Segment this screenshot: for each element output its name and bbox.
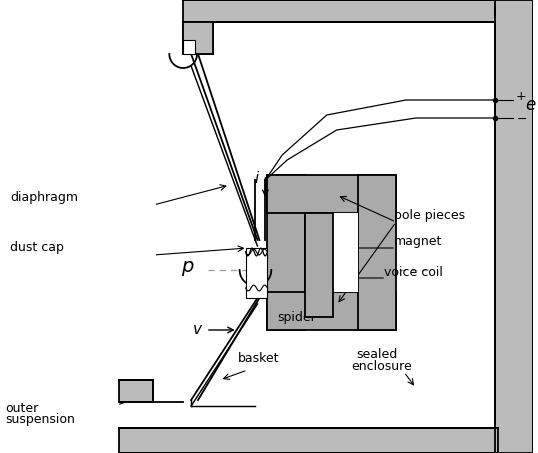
Text: $v$: $v$: [192, 323, 203, 337]
Text: enclosure: enclosure: [351, 361, 412, 374]
Bar: [119, 428, 498, 453]
Bar: [267, 175, 396, 213]
Text: spider: spider: [277, 312, 316, 324]
Text: diaphragm: diaphragm: [10, 192, 78, 204]
Text: $p$: $p$: [181, 259, 195, 278]
Text: $i$: $i$: [254, 170, 260, 186]
Bar: [305, 213, 332, 317]
Bar: [267, 175, 305, 330]
Text: suspension: suspension: [5, 414, 75, 427]
Bar: [267, 292, 396, 330]
Text: basket: basket: [238, 352, 279, 365]
Text: magnet: magnet: [394, 236, 442, 249]
Bar: [183, 22, 213, 54]
Text: +: +: [516, 91, 527, 103]
Text: dust cap: dust cap: [10, 241, 64, 255]
Text: outer: outer: [5, 401, 38, 414]
Bar: [183, 22, 213, 54]
Bar: [183, 40, 195, 54]
Bar: [183, 0, 495, 22]
Text: pole pieces: pole pieces: [394, 209, 465, 222]
Text: $-$: $-$: [516, 111, 527, 125]
Text: voice coil: voice coil: [384, 266, 443, 280]
Bar: [245, 248, 267, 298]
Text: sealed: sealed: [357, 348, 398, 361]
Bar: [119, 380, 153, 402]
Text: $e$: $e$: [525, 96, 536, 114]
Bar: [305, 213, 358, 292]
Bar: [495, 0, 533, 453]
Bar: [358, 175, 396, 330]
